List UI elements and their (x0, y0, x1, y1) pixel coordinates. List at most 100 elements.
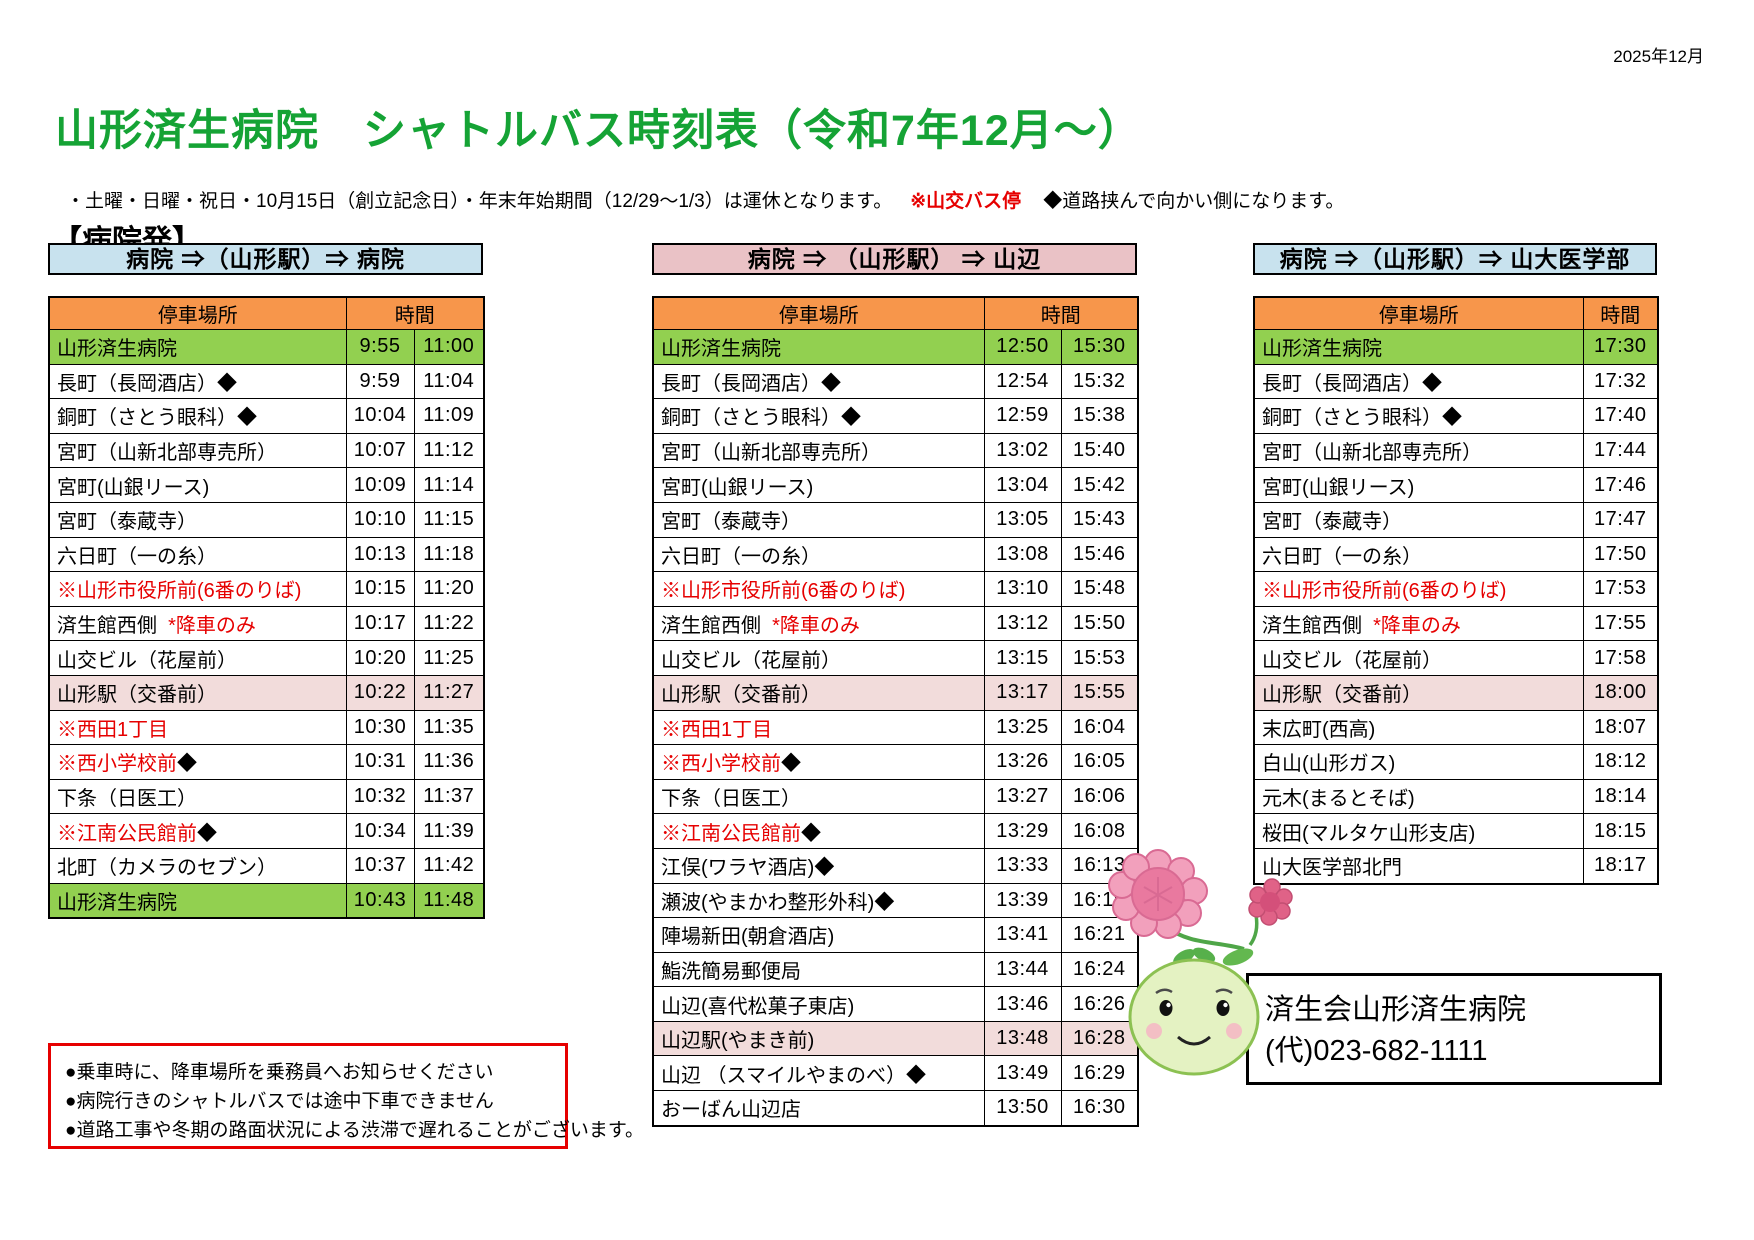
route-banner-hospital: 病院 ⇒（山形駅）⇒ 病院 (48, 243, 483, 275)
stop-cell: 白山(山形ガス) (1253, 744, 1584, 780)
table-row: 長町（長岡酒店）◆ 17:32 (1253, 363, 1659, 400)
stop-label: 白山(山形ガス) (1262, 753, 1396, 776)
stop-label: *降車のみ (157, 615, 256, 638)
time-cell: 16:06 (1060, 778, 1139, 815)
closure-note: ・土曜・日曜・祝日・10月15日（創立記念日）・年末年始期間（12/29～1/3… (66, 191, 893, 212)
time-cell: 17:50 (1582, 536, 1659, 573)
stop-label: 済生館西側 (661, 615, 761, 638)
stop-cell: ※西小学校前◆ (48, 744, 347, 780)
table-row: ※西田1丁目 13:25 16:04 (652, 709, 1139, 746)
time-cell: 13:10 (983, 571, 1062, 607)
yamako-busstop-note: ※山交バス停 (910, 191, 1022, 212)
stop-label: 山形済生病院 (57, 338, 177, 361)
table-row: ※西小学校前◆ 10:31 11:36 (48, 744, 485, 780)
table-row: 山辺 （スマイルやまのべ）◆ 13:49 16:29 (652, 1055, 1139, 1092)
time-cell: 13:39 (983, 882, 1062, 919)
table-row: 山形駅（交番前） 13:17 15:55 (652, 674, 1139, 711)
time-cell: 10:17 (345, 605, 415, 642)
stop-cell: 済生館西側 *降車のみ (48, 605, 347, 642)
passenger-notes-box: ●乗車時に、降車場所を乗務員へお知らせください ●病院行きのシャトルバスでは途中下… (48, 1043, 644, 1149)
time-cell: 10:37 (345, 847, 415, 884)
time-column-header: 時間 (983, 296, 1139, 330)
stop-label: 山交ビル（花屋前） (57, 649, 237, 672)
time-cell: 11:14 (413, 467, 485, 503)
stop-label: *降車のみ (761, 615, 860, 638)
stop-label: 下条（日医工） (661, 788, 801, 811)
stop-cell: ※西田1丁目 (652, 709, 985, 746)
table-row: 山形済生病院 17:30 (1253, 329, 1659, 365)
time-cell: 13:17 (983, 674, 1062, 711)
table-row: 宮町（泰蔵寺） 13:05 15:43 (652, 501, 1139, 538)
time-cell: 11:09 (413, 398, 485, 434)
diamond-note: ◆道路挟んで向かい側になります。 (1043, 191, 1345, 212)
stop-label: ※西小学校前 (661, 753, 781, 776)
stop-label: ※西小学校前 (57, 753, 177, 776)
mascot-illustration (1108, 849, 1293, 1076)
time-cell: 10:30 (345, 709, 415, 746)
stop-label: 瀬波(やまかわ整形外科)◆ (661, 891, 895, 914)
stop-column-header: 停車場所 (1253, 296, 1584, 330)
time-cell: 11:22 (413, 605, 485, 642)
time-cell: 13:15 (983, 640, 1062, 676)
stop-label: ※江南公民館前 (661, 822, 801, 845)
table-row: 下条（日医工） 10:32 11:37 (48, 778, 485, 815)
stop-label: ※西田1丁目 (57, 718, 169, 741)
stop-cell: ※西田1丁目 (48, 709, 347, 746)
time-cell: 11:15 (413, 501, 485, 538)
table-row: 陣場新田(朝倉酒店) 13:41 16:21 (652, 917, 1139, 953)
table-row: 下条（日医工） 13:27 16:06 (652, 778, 1139, 815)
stop-column-header: 停車場所 (48, 296, 347, 330)
stop-cell: 済生館西側 *降車のみ (1253, 605, 1584, 642)
table-row: 山形済生病院 12:50 15:30 (652, 329, 1139, 365)
header-row: 停車場所 時間 (1253, 296, 1659, 330)
table-row: 山交ビル（花屋前） 10:20 11:25 (48, 640, 485, 676)
table-row: 宮町(山銀リース) 13:04 15:42 (652, 467, 1139, 503)
table-row: 宮町（山新北部専売所） 13:02 15:40 (652, 432, 1139, 469)
time-cell: 10:34 (345, 813, 415, 849)
stop-cell: おーばん山辺店 (652, 1090, 985, 1127)
stop-label: 山形駅（交番前） (1262, 684, 1422, 707)
stop-cell: 銅町（さとう眼科）◆ (1253, 398, 1584, 434)
stop-cell: ※山形市役所前(6番のりば) (652, 571, 985, 607)
table-row: 六日町（一の糸） 17:50 (1253, 536, 1659, 573)
time-cell: 11:39 (413, 813, 485, 849)
time-cell: 10:09 (345, 467, 415, 503)
time-column-header: 時間 (345, 296, 485, 330)
time-cell: 15:48 (1060, 571, 1139, 607)
header-row: 停車場所 時間 (652, 296, 1139, 330)
stop-label: 済生館西側 (1262, 615, 1362, 638)
stop-label: 宮町（山新北部専売所） (1262, 442, 1482, 465)
table-row: 宮町(山銀リース) 17:46 (1253, 467, 1659, 503)
stop-label: 長町（長岡酒店）◆ (57, 372, 237, 395)
stop-label: ※西田1丁目 (661, 718, 773, 741)
stop-cell: 宮町(山銀リース) (1253, 467, 1584, 503)
table-row: 宮町（泰蔵寺） 17:47 (1253, 501, 1659, 538)
time-cell: 17:47 (1582, 501, 1659, 538)
time-cell: 13:49 (983, 1055, 1062, 1092)
table-row: 山大医学部北門 18:17 (1253, 847, 1659, 885)
time-cell: 11:12 (413, 432, 485, 469)
time-cell: 10:10 (345, 501, 415, 538)
stop-label: 宮町（山新北部専売所） (661, 442, 881, 465)
time-cell: 13:46 (983, 986, 1062, 1022)
table-row: 桜田(マルタケ山形支店) 18:15 (1253, 813, 1659, 849)
time-cell: 11:48 (413, 882, 485, 919)
hospital-name: 済生会山形済生病院 (1265, 994, 1527, 1026)
table-row: 済生館西側 *降車のみ 17:55 (1253, 605, 1659, 642)
route-banner-yamanobe: 病院 ⇒ （山形駅） ⇒ 山辺 (652, 243, 1137, 275)
stop-label: 六日町（一の糸） (57, 545, 217, 568)
table-row: 末広町(西高) 18:07 (1253, 709, 1659, 746)
stop-label: ※山形市役所前(6番のりば) (57, 580, 302, 603)
time-cell: 15:32 (1060, 363, 1139, 400)
time-cell: 15:50 (1060, 605, 1139, 642)
stop-label: 銅町（さとう眼科）◆ (661, 407, 861, 430)
time-cell: 18:12 (1582, 744, 1659, 780)
stop-cell: 山形済生病院 (1253, 329, 1584, 365)
time-column-header: 時間 (1582, 296, 1659, 330)
note-line: ●乗車時に、降車場所を乗務員へお知らせください (65, 1062, 494, 1083)
table-row: 長町（長岡酒店）◆ 9:59 11:04 (48, 363, 485, 400)
stop-cell: 山交ビル（花屋前） (48, 640, 347, 676)
time-cell: 11:04 (413, 363, 485, 400)
time-cell: 9:55 (345, 329, 415, 365)
